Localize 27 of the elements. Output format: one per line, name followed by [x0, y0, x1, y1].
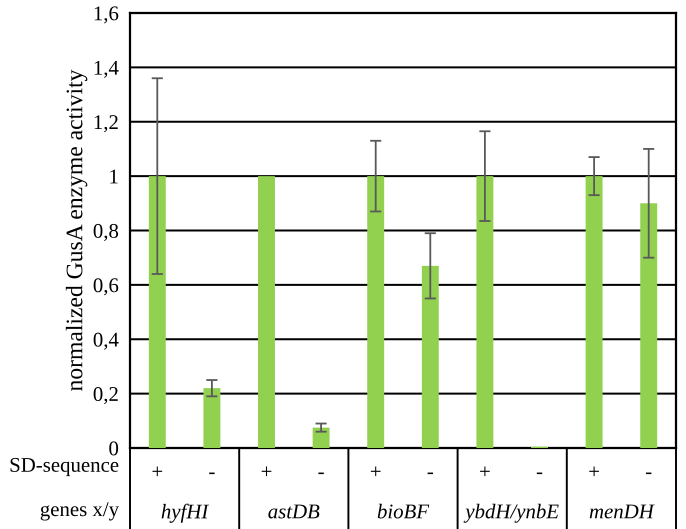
text: genes x/y [40, 502, 119, 521]
x-tick-label: + [589, 466, 599, 476]
text: bioBF [378, 504, 430, 518]
x-tick-label: - [646, 472, 652, 474]
x-tick-label: - [209, 472, 215, 474]
text: ybdH/ynbE [464, 504, 559, 523]
y-tick-label: 1 [110, 170, 118, 184]
y-tick-label: 0,6 [94, 278, 118, 296]
text: menDH [590, 504, 655, 518]
y-tick-label: 0,4 [94, 332, 119, 350]
x-tick-label: + [152, 466, 162, 476]
text: astDB [268, 504, 320, 518]
y-tick-label: 1,6 [94, 6, 118, 24]
y-tick-label: 1,4 [94, 60, 119, 78]
x-tick-label: + [370, 466, 381, 476]
y-tick-label: 0,8 [94, 224, 118, 241]
x-tick-label: - [318, 472, 324, 474]
x-tick-label: - [536, 472, 542, 474]
y-axis-title: normalized GusA enzyme activity [66, 70, 88, 391]
x-tick-label: + [262, 466, 272, 476]
y-tick-label: 0,2 [94, 387, 118, 404]
y-tick-label: 0 [109, 441, 118, 456]
text: SD-sequence [10, 458, 118, 476]
text: hyfHI [162, 504, 210, 523]
y-tick-label: 1,2 [94, 115, 118, 132]
x-tick-label: + [480, 466, 490, 476]
x-tick-label: - [428, 472, 434, 474]
